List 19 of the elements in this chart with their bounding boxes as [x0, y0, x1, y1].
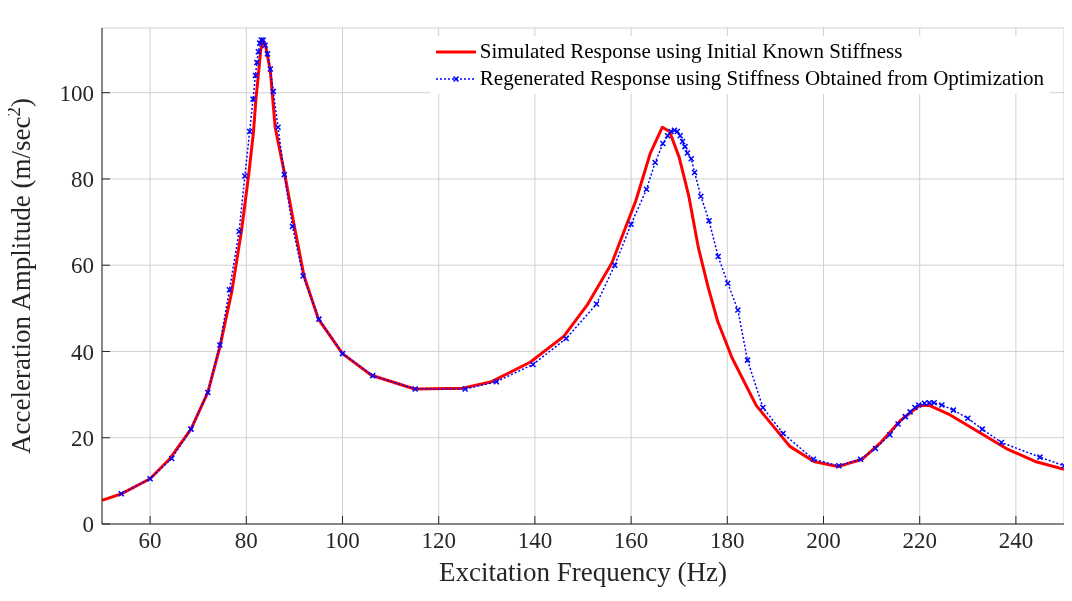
x-tick-label: 200 — [806, 528, 841, 554]
y-tick-label: 20 — [71, 425, 94, 451]
x-tick-label: 220 — [902, 528, 937, 554]
y-tick-label: 80 — [71, 167, 94, 193]
x-tick-label: 180 — [710, 528, 745, 554]
x-tick-label: 240 — [998, 528, 1034, 554]
x-tick-label: 120 — [421, 528, 456, 554]
y-tick-label: 40 — [71, 339, 94, 365]
x-axis-title: Excitation Frequency (Hz) — [439, 557, 727, 587]
y-tick-label: 0 — [82, 512, 94, 538]
legend-label: Regenerated Response using Stiffness Obtained from Optimization — [479, 65, 1044, 92]
x-tick-label: 140 — [517, 528, 553, 554]
y-tick-label: 60 — [71, 253, 94, 279]
x-tick-label: 100 — [325, 528, 360, 554]
y-tick-label: 100 — [59, 80, 94, 106]
x-tick-label: 60 — [138, 528, 162, 554]
legend-label: Simulated Response using Initial Known Stiffness — [479, 38, 903, 65]
x-tick-label: 80 — [234, 528, 258, 554]
x-tick-label: 160 — [613, 528, 649, 554]
